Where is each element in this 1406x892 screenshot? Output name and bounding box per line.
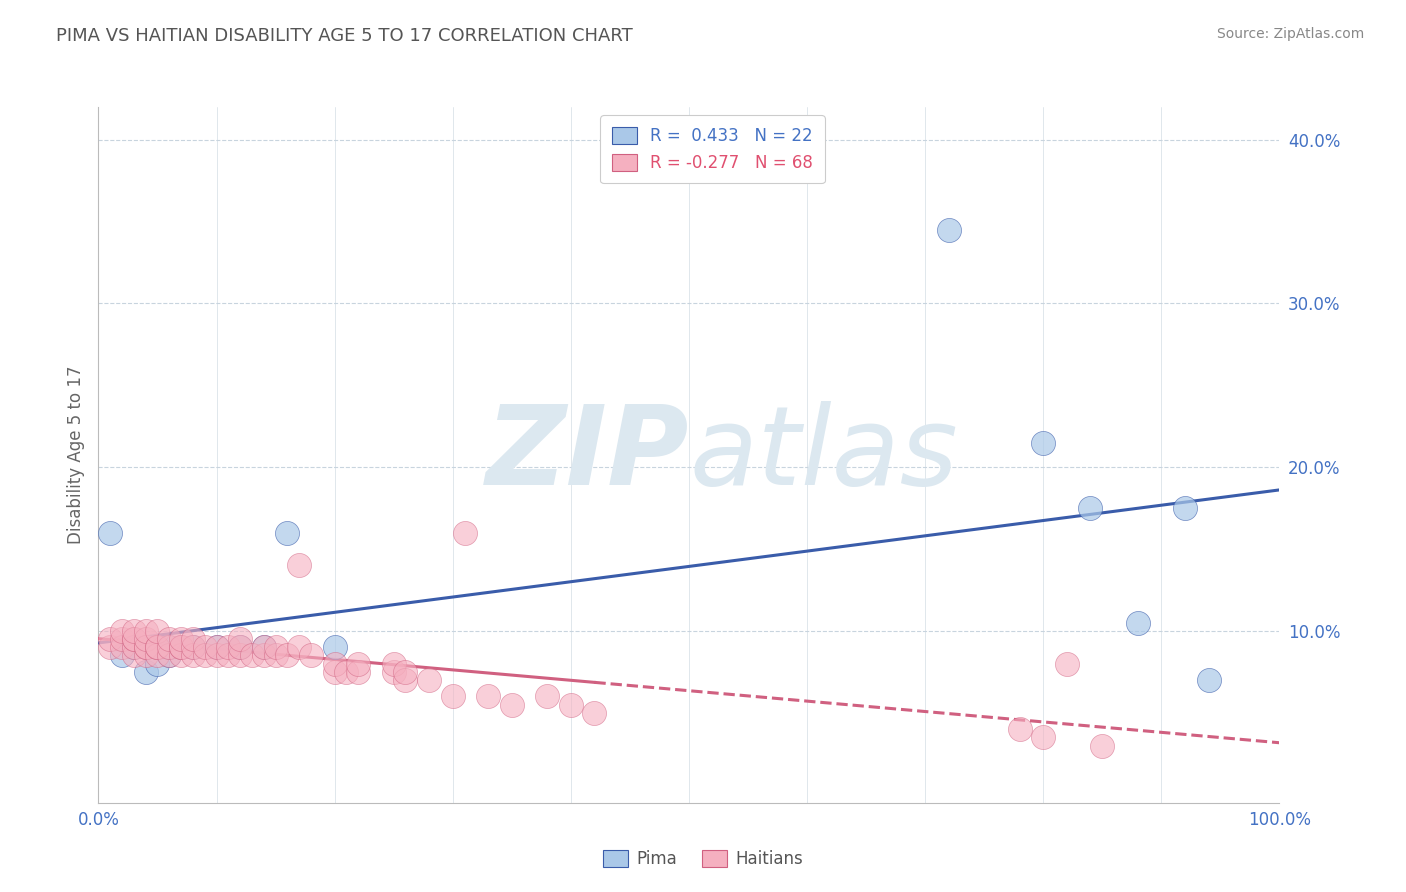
- Point: [146, 640, 169, 655]
- Point: [253, 640, 276, 655]
- Point: [335, 665, 357, 679]
- Point: [288, 640, 311, 655]
- Point: [135, 624, 157, 638]
- Point: [323, 665, 346, 679]
- Point: [264, 640, 287, 655]
- Point: [122, 640, 145, 655]
- Point: [170, 640, 193, 655]
- Point: [111, 648, 134, 663]
- Point: [229, 648, 252, 663]
- Text: atlas: atlas: [689, 401, 957, 508]
- Point: [1056, 657, 1078, 671]
- Point: [111, 640, 134, 655]
- Text: ZIP: ZIP: [485, 401, 689, 508]
- Point: [253, 640, 276, 655]
- Legend: R =  0.433   N = 22, R = -0.277   N = 68: R = 0.433 N = 22, R = -0.277 N = 68: [600, 115, 825, 184]
- Point: [229, 632, 252, 646]
- Point: [135, 632, 157, 646]
- Point: [157, 632, 180, 646]
- Point: [276, 648, 298, 663]
- Point: [1174, 501, 1197, 516]
- Point: [583, 706, 606, 720]
- Point: [288, 558, 311, 573]
- Point: [1080, 501, 1102, 516]
- Point: [170, 632, 193, 646]
- Text: Source: ZipAtlas.com: Source: ZipAtlas.com: [1216, 27, 1364, 41]
- Point: [181, 632, 204, 646]
- Text: PIMA VS HAITIAN DISABILITY AGE 5 TO 17 CORRELATION CHART: PIMA VS HAITIAN DISABILITY AGE 5 TO 17 C…: [56, 27, 633, 45]
- Point: [122, 632, 145, 646]
- Point: [194, 640, 217, 655]
- Point: [111, 624, 134, 638]
- Point: [347, 665, 370, 679]
- Point: [240, 648, 263, 663]
- Point: [146, 624, 169, 638]
- Point: [1008, 722, 1031, 736]
- Point: [536, 690, 558, 704]
- Point: [146, 640, 169, 655]
- Point: [229, 640, 252, 655]
- Point: [217, 640, 239, 655]
- Point: [217, 648, 239, 663]
- Point: [122, 624, 145, 638]
- Point: [938, 223, 960, 237]
- Point: [394, 665, 416, 679]
- Point: [98, 640, 121, 655]
- Point: [1126, 615, 1149, 630]
- Legend: Pima, Haitians: Pima, Haitians: [596, 843, 810, 875]
- Point: [135, 640, 157, 655]
- Point: [382, 665, 405, 679]
- Point: [170, 648, 193, 663]
- Point: [98, 525, 121, 540]
- Point: [122, 640, 145, 655]
- Point: [135, 648, 157, 663]
- Point: [347, 657, 370, 671]
- Point: [170, 640, 193, 655]
- Point: [170, 640, 193, 655]
- Point: [299, 648, 322, 663]
- Point: [205, 640, 228, 655]
- Point: [157, 648, 180, 663]
- Point: [323, 657, 346, 671]
- Point: [205, 640, 228, 655]
- Point: [418, 673, 440, 687]
- Point: [253, 648, 276, 663]
- Point: [394, 673, 416, 687]
- Point: [122, 632, 145, 646]
- Point: [194, 648, 217, 663]
- Point: [181, 640, 204, 655]
- Point: [157, 648, 180, 663]
- Point: [111, 632, 134, 646]
- Point: [146, 640, 169, 655]
- Point: [1032, 435, 1054, 450]
- Point: [229, 640, 252, 655]
- Point: [382, 657, 405, 671]
- Point: [1032, 731, 1054, 745]
- Point: [146, 648, 169, 663]
- Point: [477, 690, 499, 704]
- Point: [146, 657, 169, 671]
- Point: [264, 648, 287, 663]
- Point: [1091, 739, 1114, 753]
- Point: [98, 632, 121, 646]
- Point: [276, 525, 298, 540]
- Point: [501, 698, 523, 712]
- Point: [1198, 673, 1220, 687]
- Point: [135, 665, 157, 679]
- Y-axis label: Disability Age 5 to 17: Disability Age 5 to 17: [66, 366, 84, 544]
- Point: [181, 648, 204, 663]
- Point: [205, 648, 228, 663]
- Point: [135, 640, 157, 655]
- Point: [453, 525, 475, 540]
- Point: [441, 690, 464, 704]
- Point: [157, 640, 180, 655]
- Point: [181, 640, 204, 655]
- Point: [323, 640, 346, 655]
- Point: [135, 640, 157, 655]
- Point: [157, 640, 180, 655]
- Point: [122, 648, 145, 663]
- Point: [560, 698, 582, 712]
